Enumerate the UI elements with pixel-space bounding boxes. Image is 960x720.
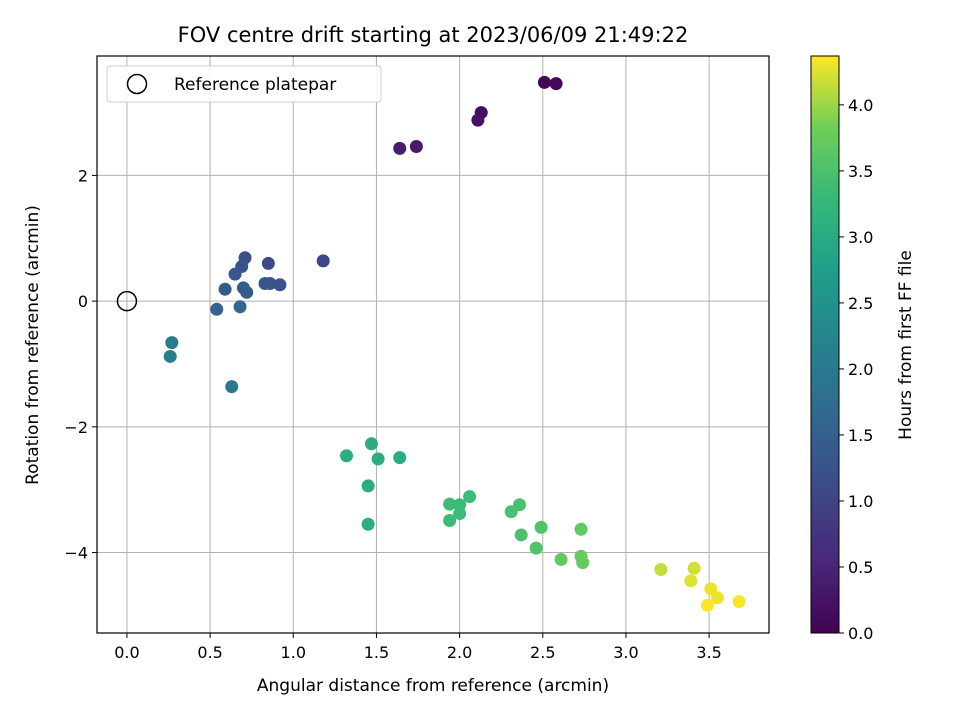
colorbar-tick-label: 3.5 [848,162,873,181]
colorbar-tick-label: 2.0 [848,360,873,379]
scatter-point [700,598,714,612]
colorbar-tick-label: 2.5 [848,294,873,313]
scatter-point [463,490,477,504]
y-tick-label: 2 [78,166,88,185]
scatter-point [704,582,718,596]
scatter-point [654,563,668,577]
y-tick-label: −2 [64,418,88,437]
colorbar-tick-label: 0.0 [848,624,873,643]
x-tick-label: 0.5 [197,643,222,662]
scatter-point [364,437,378,451]
scatter-point [687,561,701,575]
scatter-point [443,497,457,511]
scatter-point [537,75,551,89]
scatter-point [576,556,590,570]
x-tick-label: 1.0 [281,643,306,662]
y-tick-label: −4 [64,544,88,563]
scatter-point [409,140,423,154]
scatter-point [684,574,698,588]
scatter-point [732,595,746,609]
colorbar-tick-label: 1.5 [848,426,873,445]
scatter-point [361,517,375,531]
scatter-point [240,285,254,299]
scatter-point [261,256,275,270]
scatter-point [163,349,177,363]
scatter-point [512,498,526,512]
colorbar: 0.0 0.5 1.0 1.5 2.0 2.5 3.0 3.5 4.0 Hours from f… [810,55,916,643]
scatter-point [471,113,485,127]
scatter-points [163,75,746,612]
x-tick-label: 2.0 [447,643,472,662]
scatter-point [529,541,543,555]
scatter-point [273,278,287,292]
scatter-point [549,77,563,91]
legend: Reference platepar [106,65,382,103]
scatter-point [514,528,528,542]
scatter-point [165,336,179,350]
chart-title: FOV centre drift starting at 2023/06/09 … [178,23,689,47]
scatter-point [316,254,330,268]
scatter-point [371,452,385,466]
scatter-point [210,302,224,316]
colorbar-ticks: 0.0 0.5 1.0 1.5 2.0 2.5 3.0 3.5 4.0 [839,96,873,643]
scatter-point [218,282,232,296]
x-axis-ticks: 0.0 0.5 1.0 1.5 2.0 2.5 3.0 3.5 [114,633,722,662]
x-tick-label: 3.5 [696,643,721,662]
scatter-point [534,520,548,534]
plot-frame [96,55,770,634]
scatter-point [554,552,568,566]
x-axis-label: Angular distance from reference (arcmin) [257,676,609,696]
scatter-point [233,300,247,314]
scatter-point [453,507,467,521]
y-tick-label: 0 [78,292,88,311]
scatter-point [574,522,588,536]
colorbar-tick-label: 3.0 [848,228,873,247]
scatter-point [361,479,375,493]
x-tick-label: 3.0 [613,643,638,662]
reference-marker [116,290,138,312]
x-tick-label: 2.5 [530,643,555,662]
legend-box [106,65,382,103]
scatter-point [393,141,407,155]
colorbar-tick-label: 4.0 [848,96,873,115]
scatter-point [228,267,242,281]
colorbar-label: Hours from first FF file [896,250,916,440]
y-axis-label: Rotation from reference (arcmin) [23,205,43,485]
y-axis-ticks: −4 −2 0 2 [64,166,97,563]
colorbar-tick-label: 1.0 [848,492,873,511]
legend-marker-reference [126,73,148,95]
scatter-point [443,513,457,527]
x-tick-label: 1.5 [364,643,389,662]
scatter-point [710,591,724,605]
legend-label-reference: Reference platepar [174,75,336,95]
scatter-point [263,277,277,291]
scatter-point [393,451,407,465]
colorbar-tick-label: 0.5 [848,558,873,577]
x-tick-label: 0.0 [114,643,139,662]
colorbar-gradient [810,55,840,634]
reference-point [116,290,138,312]
scatter-point [225,380,239,394]
grid-lines [97,56,769,633]
scatter-point [340,449,354,463]
